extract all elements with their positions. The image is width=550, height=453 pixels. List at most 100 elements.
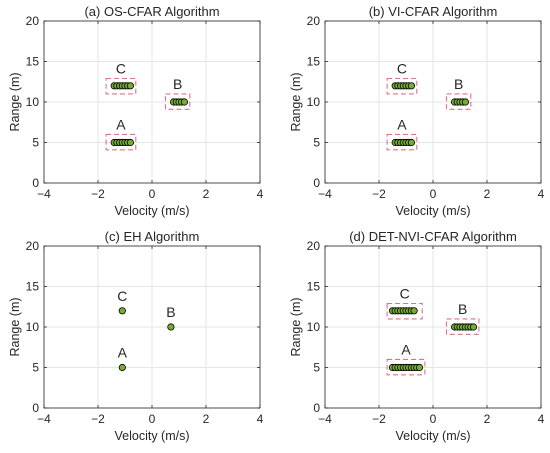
y-tick-label: 15 [26,280,40,294]
x-tick-label: 2 [484,412,491,426]
data-point [461,98,469,106]
x-tick-label: 0 [430,187,437,201]
chart-title: (d) DET-NVI-CFAR Algorithm [349,229,517,244]
target-group-b: B [445,301,480,335]
target-group-c: C [105,61,137,95]
x-tick-label: 4 [257,187,264,201]
x-tick-label: 0 [149,187,156,201]
group-label: A [118,345,128,361]
x-tick-label: −4 [318,412,332,426]
target-group-a: A [386,341,426,376]
target-group-c: C [386,286,423,320]
target-group-a: A [105,116,137,151]
group-label: C [116,61,126,77]
y-tick-label: 15 [307,55,321,69]
data-point [167,323,175,331]
target-group-c: C [386,61,418,95]
group-label: B [458,301,467,317]
y-axis-label: Range (m) [289,72,303,131]
y-tick-label: 20 [26,239,40,253]
y-tick-label: 0 [32,401,39,415]
x-tick-label: −2 [372,187,386,201]
detection-box [386,358,426,376]
detection-box [445,93,472,110]
x-tick-label: 2 [203,187,210,201]
group-label: B [454,76,463,92]
x-tick-label: −4 [37,412,51,426]
x-tick-label: −4 [37,187,51,201]
group-label: C [400,286,410,302]
chart-panel-4: −4 −2 0 2 4 0 5 10 15 20 (d) DET-NVI-CFAR Algorith… [289,229,545,443]
x-axis-label: Velocity (m/s) [114,429,189,443]
group-label: B [173,76,182,92]
data-point [180,98,188,106]
detection-box [445,318,480,335]
y-tick-label: 0 [313,401,320,415]
x-tick-label: −2 [91,412,105,426]
group-label: C [117,288,127,304]
y-tick-label: 20 [26,14,40,28]
data-point [469,323,478,331]
x-tick-label: 4 [257,412,264,426]
x-tick-label: −2 [372,412,386,426]
y-tick-label: 5 [32,136,39,150]
y-tick-label: 15 [307,280,321,294]
x-tick-label: −4 [318,187,332,201]
y-axis-label: Range (m) [8,72,22,131]
x-axis-label: Velocity (m/s) [114,204,189,218]
chart-title: (a) OS-CFAR Algorithm [84,4,219,19]
y-tick-label: 20 [307,239,321,253]
detection-box [105,133,137,151]
y-axis-label: Range (m) [289,297,303,356]
y-tick-label: 5 [313,361,320,375]
data-point [415,363,424,372]
x-axis-label: Velocity (m/s) [395,204,470,218]
x-tick-label: 0 [430,412,437,426]
detection-box [386,77,418,95]
chart-panel-1: −4 −2 0 2 4 0 5 10 15 20 (a) OS-CFAR Algorithm Velo… [8,4,264,218]
x-tick-label: 2 [203,412,210,426]
data-point [407,138,415,147]
y-tick-label: 0 [313,176,320,190]
y-tick-label: 0 [32,176,39,190]
chart-panel-2: −4 −2 0 2 4 0 5 10 15 20 (b) VI-CFAR Algorithm Velo… [289,4,545,218]
chart-title: (b) VI-CFAR Algorithm [369,4,498,19]
x-tick-label: 4 [538,187,545,201]
y-tick-label: 10 [26,95,40,109]
detection-box [164,93,191,110]
data-point [126,82,134,90]
group-label: A [401,341,411,357]
x-tick-label: 0 [149,412,156,426]
data-point [407,82,415,90]
group-label: A [397,116,407,132]
y-tick-label: 10 [307,320,321,334]
x-tick-label: 4 [538,412,545,426]
x-tick-label: −2 [91,187,105,201]
data-point [126,138,134,147]
chart-title: (c) EH Algorithm [105,229,200,244]
x-tick-label: 2 [484,187,491,201]
y-tick-label: 10 [26,320,40,334]
detection-box [386,133,418,151]
data-point [118,307,126,315]
target-group-a: A [118,345,128,372]
y-tick-label: 10 [307,95,321,109]
y-tick-label: 20 [307,14,321,28]
target-group-b: B [164,76,191,110]
y-tick-label: 15 [26,55,40,69]
y-tick-label: 5 [313,136,320,150]
y-axis-label: Range (m) [8,297,22,356]
detection-box [105,77,137,95]
chart-panel-3: −4 −2 0 2 4 0 5 10 15 20 (c) EH Algorithm Velocity … [8,229,264,443]
target-group-b: B [166,304,176,331]
target-group-b: B [445,76,472,110]
y-tick-label: 5 [32,361,39,375]
target-group-c: C [117,288,127,315]
group-label: C [397,61,407,77]
group-label: A [116,116,126,132]
group-label: B [166,304,175,320]
data-point [118,363,126,372]
target-group-a: A [386,116,418,151]
detection-box [386,302,423,320]
